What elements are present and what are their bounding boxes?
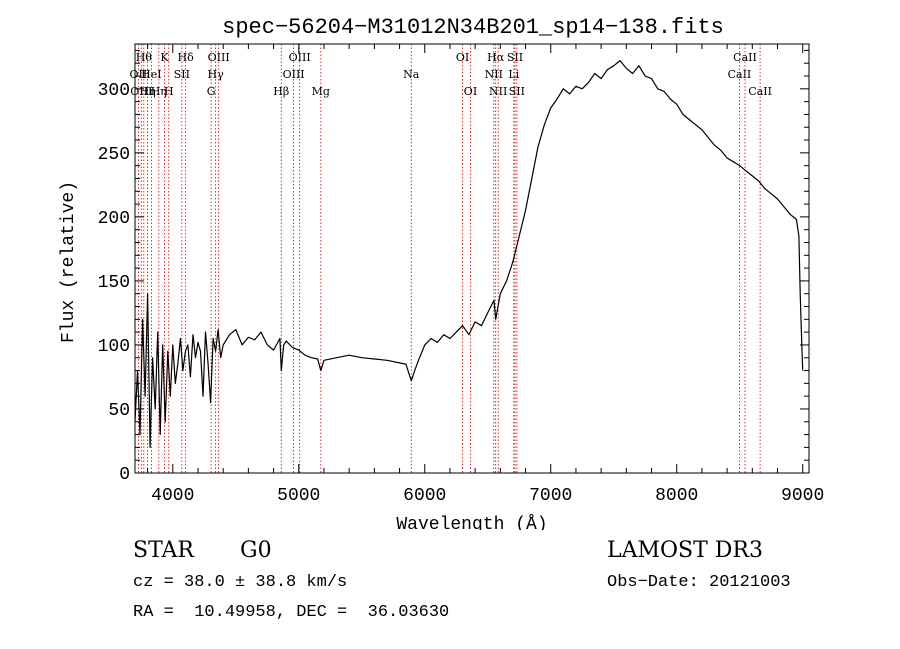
- line-marker-label: NII: [489, 85, 507, 98]
- y-tick-label: 100: [98, 337, 130, 357]
- plot-frame: [134, 43, 810, 474]
- line-marker-label: CaII: [733, 51, 757, 64]
- y-tick-label: 300: [98, 81, 130, 101]
- line-marker-label: SII: [507, 51, 523, 64]
- line-marker-label: CaII: [728, 68, 752, 81]
- x-tick-label: 7000: [529, 486, 572, 506]
- line-marker-label: OIII: [289, 51, 311, 64]
- spectral-subclass: G0: [240, 538, 272, 563]
- spectrum-chart: spec−56204−M31012N34B201_sp14−138.fits O…: [59, 15, 824, 530]
- line-marker-label: K: [160, 51, 169, 64]
- coordinates-readout: RA = 10.49958, DEC = 36.03630: [133, 603, 450, 622]
- x-tick-label: 8000: [655, 486, 698, 506]
- line-marker-label: Hη: [151, 85, 167, 98]
- line-marker-label: Hβ: [273, 85, 289, 98]
- line-marker-label: Mg: [312, 85, 330, 98]
- spectrum-line: [134, 59, 804, 448]
- x-tick-label: 4000: [151, 486, 194, 506]
- line-marker-label: G: [207, 85, 216, 98]
- line-marker-label: OI: [456, 51, 469, 64]
- y-tick-label: 0: [119, 465, 130, 485]
- survey-name: LAMOST DR3: [607, 538, 763, 563]
- line-marker-label: OIII: [130, 85, 152, 98]
- x-axis-label: Wavelength (Å): [396, 514, 547, 530]
- line-marker-label: Hγ: [208, 68, 225, 81]
- line-marker-label: OIII: [208, 51, 230, 64]
- line-marker-label: HeI: [141, 68, 161, 81]
- line-marker-label: CaII: [748, 85, 772, 98]
- line-marker-label: OIII: [283, 68, 305, 81]
- line-marker-label: Na: [403, 68, 420, 81]
- line-markers: OIIOIIIHθHηHeIHηKHSIIHδGHγOIIIHβOIIIOIII…: [130, 44, 772, 473]
- line-marker-label: OII: [130, 68, 148, 81]
- observation-date: Obs−Date: 20121003: [607, 573, 791, 592]
- line-marker-label: Hα: [487, 51, 505, 64]
- x-tick-label: 6000: [403, 486, 446, 506]
- line-marker-label: SII: [509, 85, 525, 98]
- line-marker-label: H: [164, 85, 174, 98]
- line-marker-label: NII: [485, 68, 503, 81]
- y-tick-label: 150: [98, 273, 130, 293]
- line-marker-label: SII: [174, 68, 190, 81]
- line-marker-label: Li: [508, 68, 519, 81]
- chart-title: spec−56204−M31012N34B201_sp14−138.fits: [222, 15, 724, 40]
- object-type: STAR: [133, 538, 194, 563]
- y-axis-label: Flux (relative): [59, 181, 79, 343]
- y-tick-label: 50: [108, 401, 130, 421]
- line-marker-label: Hθ: [136, 51, 153, 64]
- redshift-readout: cz = 38.0 ± 38.8 km/s: [133, 573, 348, 592]
- x-tick-label: 9000: [781, 486, 824, 506]
- x-tick-label: 5000: [277, 486, 320, 506]
- line-marker-label: Hδ: [178, 51, 195, 64]
- y-tick-label: 200: [98, 209, 130, 229]
- y-tick-label: 250: [98, 145, 130, 165]
- line-marker-label: Hη: [140, 85, 156, 98]
- spectrum-series: [134, 59, 804, 448]
- axis-ticks: 4000 5000 6000 7000 8000 9000 0 50 100 150 200 250 3…: [98, 44, 824, 506]
- line-marker-label: OI: [464, 85, 477, 98]
